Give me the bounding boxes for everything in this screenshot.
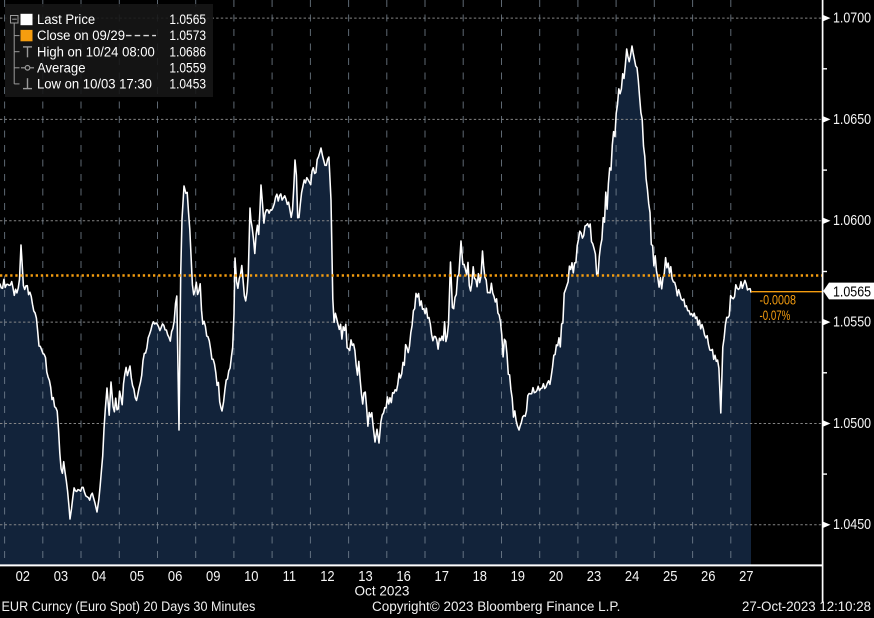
svg-text:02: 02 [16,569,30,585]
svg-text:Copyright© 2023 Bloomberg Fina: Copyright© 2023 Bloomberg Finance L.P. [372,599,620,614]
svg-text:13: 13 [358,569,373,585]
svg-text:Low on 10/03 17:30: Low on 10/03 17:30 [37,76,152,91]
svg-text:1.0500: 1.0500 [833,415,871,431]
svg-text:1.0650: 1.0650 [833,111,871,127]
svg-text:20: 20 [549,569,564,585]
svg-text:12: 12 [320,569,334,585]
svg-text:03: 03 [54,569,69,585]
svg-text:Close on 09/29: Close on 09/29 [37,28,125,43]
svg-text:25: 25 [663,569,678,585]
svg-text:19: 19 [511,569,525,585]
svg-text:-0.07%: -0.07% [760,309,791,324]
svg-text:EUR Curncy (Euro Spot) 20 Days: EUR Curncy (Euro Spot) 20 Days 30 Minute… [2,599,256,614]
svg-text:04: 04 [92,569,107,585]
svg-text:1.0573: 1.0573 [169,27,206,43]
svg-text:1.0559: 1.0559 [169,60,206,76]
svg-text:26: 26 [701,569,716,585]
svg-text:16: 16 [396,569,411,585]
svg-text:1.0565: 1.0565 [169,11,206,27]
svg-text:1.0550: 1.0550 [833,314,871,330]
svg-text:27: 27 [739,569,753,585]
svg-text:23: 23 [587,569,602,585]
svg-text:18: 18 [473,569,488,585]
svg-text:10: 10 [244,569,259,585]
svg-text:1.0453: 1.0453 [169,76,206,92]
svg-text:1.0700: 1.0700 [833,10,871,26]
svg-text:-0.0008: -0.0008 [760,293,797,308]
svg-text:11: 11 [283,569,296,585]
svg-text:09: 09 [206,569,220,585]
svg-text:Last Price: Last Price [37,12,95,27]
svg-text:06: 06 [168,569,183,585]
svg-text:1.0565: 1.0565 [833,283,871,299]
svg-text:24: 24 [625,569,640,585]
svg-text:1.0450: 1.0450 [833,516,871,532]
svg-text:27-Oct-2023 12:10:28: 27-Oct-2023 12:10:28 [742,599,871,614]
svg-text:High on 10/24 08:00: High on 10/24 08:00 [37,44,155,59]
svg-text:Average: Average [37,60,85,75]
svg-text:17: 17 [434,569,448,585]
svg-text:Oct 2023: Oct 2023 [355,583,410,598]
svg-text:05: 05 [130,569,145,585]
svg-text:1.0686: 1.0686 [169,44,206,60]
svg-text:1.0600: 1.0600 [833,212,871,228]
